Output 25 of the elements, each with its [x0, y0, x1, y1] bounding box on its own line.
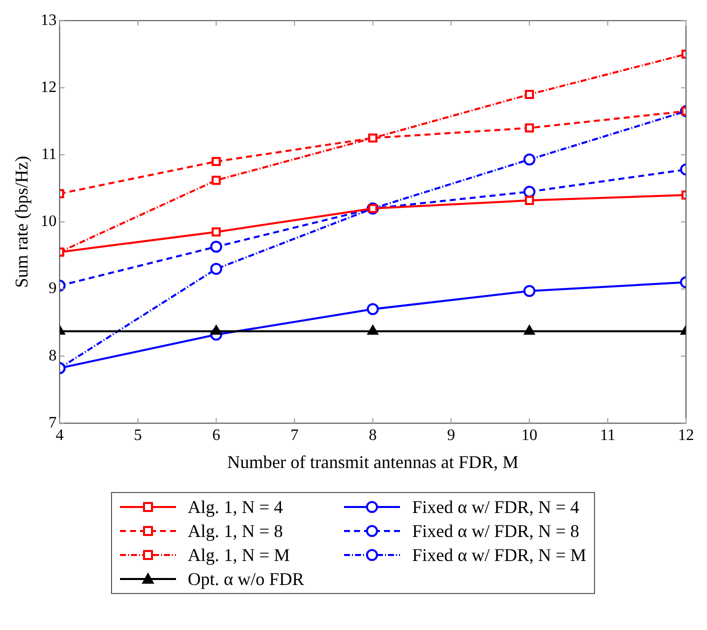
legend-label: Fixed α w/ FDR, N = M [412, 544, 586, 567]
legend-label: Alg. 1, N = M [188, 544, 290, 567]
y-tick-label: 12 [40, 78, 57, 96]
y-tick-label: 9 [48, 280, 57, 298]
y-tick-label: 10 [40, 213, 57, 230]
x-axis-title: Number of transmit antennas at FDR, M [227, 452, 519, 472]
legend-label: Alg. 1, N = 4 [188, 496, 283, 519]
x-tick-label: 9 [447, 427, 456, 444]
x-tick-label: 7 [290, 427, 298, 444]
x-tick-label: 4 [56, 427, 64, 444]
legend-label: Opt. α w/o FDR [188, 568, 304, 591]
x-tick-label: 10 [521, 427, 538, 444]
y-tick-label: 13 [40, 12, 57, 29]
y-tick-label: 11 [41, 146, 57, 164]
y-axis-title: Sum rate (bps/Hz) [12, 156, 32, 288]
x-tick-label: 11 [600, 427, 616, 444]
legend-label: Alg. 1, N = 8 [188, 520, 283, 543]
y-tick-label: 8 [48, 347, 57, 364]
legend-label: Fixed α w/ FDR, N = 8 [412, 520, 580, 543]
x-tick-label: 12 [678, 427, 694, 444]
x-tick-label: 8 [368, 427, 377, 444]
y-tick-label: 7 [48, 414, 57, 432]
x-tick-label: 5 [134, 427, 142, 444]
x-tick-label: 6 [212, 427, 220, 444]
legend-label: Fixed α w/ FDR, N = 4 [412, 496, 580, 519]
